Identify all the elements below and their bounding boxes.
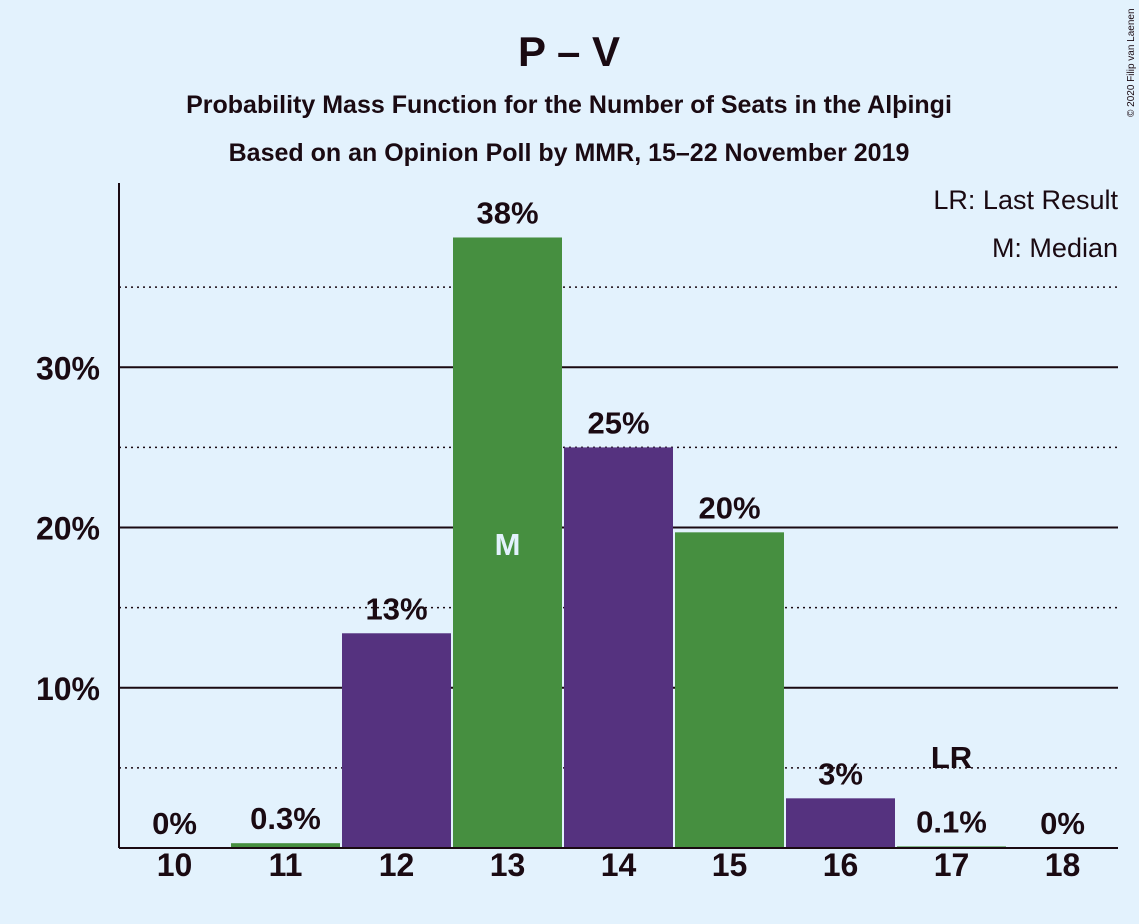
y-axis-ticks: 10% 20% 30% (36, 350, 100, 706)
x-tick-label: 18 (1045, 847, 1081, 883)
y-tick-label: 10% (36, 671, 100, 707)
x-tick-label: 14 (601, 847, 637, 883)
annotations: 0% 0.3% 13% 38% 25% 20% 3% 0.1% 0% M LR (152, 195, 1085, 841)
x-tick-label: 12 (379, 847, 415, 883)
x-axis-ticks: 10 11 12 13 14 15 16 17 18 (157, 847, 1081, 883)
value-label: 0% (152, 806, 197, 841)
bar (342, 633, 451, 848)
value-label: 20% (698, 490, 760, 525)
x-tick-label: 16 (823, 847, 859, 883)
y-tick-label: 20% (36, 511, 100, 547)
chart-title: P – V (518, 28, 620, 75)
chart-subtitle-poll: Based on an Opinion Poll by MMR, 15–22 N… (229, 139, 910, 167)
chart-subtitle-method: Probability Mass Function for the Number… (186, 91, 952, 119)
copyright-notice: © 2020 Filip van Laenen (1126, 8, 1137, 117)
x-tick-label: 15 (712, 847, 748, 883)
x-tick-label: 11 (269, 847, 303, 883)
legend-last-result: LR: Last Result (933, 185, 1118, 215)
x-tick-label: 17 (934, 847, 970, 883)
value-label: 0% (1040, 806, 1085, 841)
x-tick-label: 10 (157, 847, 193, 883)
value-label: 0.3% (250, 801, 321, 836)
value-label: 0.1% (916, 804, 987, 839)
bar (675, 532, 784, 848)
bars (231, 237, 1006, 848)
legend-median: M: Median (992, 233, 1118, 263)
bar (786, 798, 895, 848)
last-result-marker: LR (931, 740, 972, 775)
median-marker: M (495, 527, 521, 562)
bar (564, 447, 673, 848)
value-label: 13% (365, 591, 427, 626)
x-tick-label: 13 (490, 847, 526, 883)
value-label: 3% (818, 756, 863, 791)
value-label: 38% (476, 195, 538, 230)
bar (231, 843, 340, 848)
value-label: 25% (587, 405, 649, 440)
y-tick-label: 30% (36, 350, 100, 386)
bar (453, 237, 562, 848)
